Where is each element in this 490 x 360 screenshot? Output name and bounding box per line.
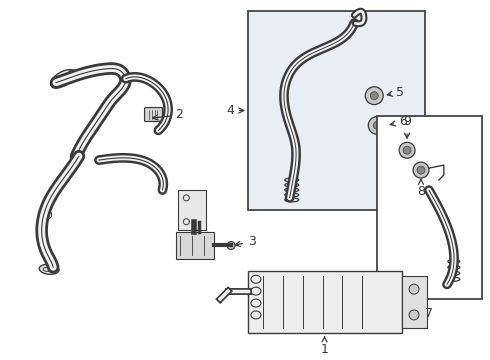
Ellipse shape [50, 69, 75, 88]
FancyBboxPatch shape [248, 271, 402, 333]
Text: 7: 7 [425, 307, 433, 320]
Text: 8: 8 [417, 179, 425, 198]
Circle shape [409, 310, 419, 320]
FancyBboxPatch shape [145, 108, 163, 121]
Bar [248, 11, 425, 210]
FancyBboxPatch shape [176, 231, 214, 260]
Circle shape [45, 213, 49, 217]
Text: 5: 5 [387, 86, 404, 99]
Text: 3: 3 [235, 235, 256, 248]
Circle shape [366, 87, 383, 105]
Circle shape [399, 142, 415, 158]
Circle shape [227, 242, 235, 249]
Circle shape [373, 121, 381, 129]
Circle shape [370, 92, 378, 100]
Text: 9: 9 [403, 116, 411, 138]
Ellipse shape [39, 264, 59, 274]
Circle shape [59, 178, 63, 182]
Circle shape [409, 284, 419, 294]
Circle shape [368, 117, 386, 134]
Text: 6: 6 [390, 116, 407, 129]
FancyBboxPatch shape [402, 276, 427, 328]
Text: 2: 2 [153, 108, 183, 121]
Text: 4: 4 [226, 104, 244, 117]
Circle shape [413, 162, 429, 178]
Circle shape [417, 166, 425, 174]
Text: 1: 1 [320, 337, 328, 356]
Circle shape [403, 146, 411, 154]
FancyBboxPatch shape [178, 190, 206, 230]
Bar [377, 116, 482, 299]
